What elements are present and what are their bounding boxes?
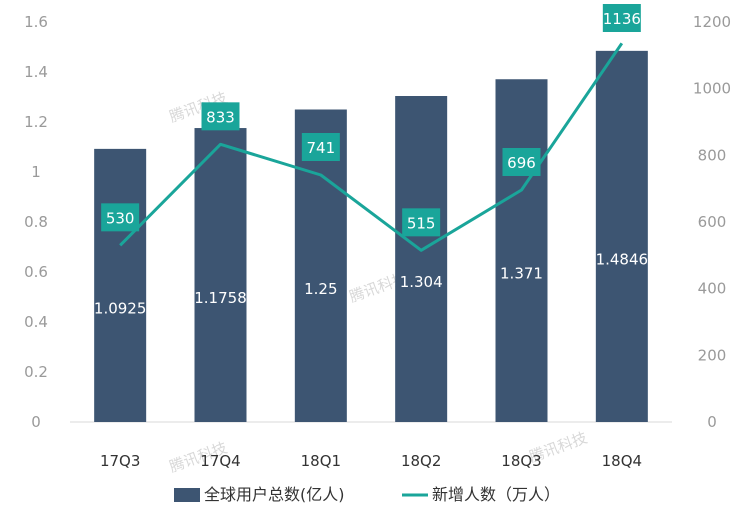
right-tick-label: 1200 — [693, 13, 731, 31]
line-data-label: 515 — [407, 214, 436, 232]
right-tick-label: 800 — [698, 146, 727, 164]
legend-bar-swatch — [174, 488, 200, 502]
right-tick-label: 200 — [698, 346, 727, 364]
left-axis: 0 0.2 0.4 0.6 0.8 1 1.2 1.4 1.6 — [24, 13, 48, 431]
x-axis: 17Q3 17Q4 18Q1 18Q2 18Q3 18Q4 — [100, 452, 642, 470]
bar-data-label: 1.1758 — [194, 289, 247, 307]
legend-line-label: 新增人数（万人） — [432, 485, 560, 504]
bar-data-label: 1.371 — [500, 265, 543, 283]
left-tick-label: 0.8 — [24, 213, 48, 231]
left-tick-label: 0.4 — [24, 313, 48, 331]
bar-18Q3 — [495, 79, 548, 422]
left-tick-label: 0.6 — [24, 263, 48, 281]
legend: 全球用户总数(亿人) 新增人数（万人） — [174, 485, 560, 504]
left-tick-label: 1.4 — [24, 63, 48, 81]
line-label-box — [301, 133, 340, 161]
line-data-label: 530 — [106, 209, 135, 227]
right-tick-label: 400 — [698, 280, 727, 298]
x-tick-label: 18Q3 — [501, 452, 541, 470]
bar-data-labels: 1.0925 1.1758 1.25 1.304 1.371 1.4846 — [94, 250, 648, 317]
left-tick-label: 1.2 — [24, 113, 48, 131]
line-label-box — [502, 148, 541, 176]
line-label-box — [101, 203, 140, 232]
line-data-labels: 530 833 741 515 696 1136 — [101, 4, 641, 237]
bar-data-label: 1.304 — [400, 273, 443, 291]
right-tick-label: 1000 — [693, 80, 731, 98]
left-tick-label: 1 — [31, 163, 41, 181]
x-tick-label: 18Q2 — [401, 452, 441, 470]
bar-data-label: 1.25 — [304, 280, 337, 298]
x-tick-label: 17Q4 — [200, 452, 240, 470]
right-tick-label: 0 — [707, 413, 717, 431]
bar-18Q2 — [395, 96, 448, 422]
bar-data-label: 1.0925 — [94, 299, 147, 317]
bar-data-label: 1.4846 — [596, 250, 649, 268]
bars-series — [94, 50, 648, 423]
line-label-box — [402, 208, 441, 237]
bar-17Q4 — [194, 128, 247, 423]
line-label-box — [602, 4, 641, 32]
bar-17Q3 — [94, 148, 147, 422]
legend-bar-label: 全球用户总数(亿人) — [204, 485, 345, 504]
right-axis: 0 200 400 600 800 1000 1200 — [693, 13, 731, 431]
bar-18Q1 — [294, 109, 347, 422]
line-data-label: 1136 — [603, 10, 641, 28]
x-tick-label: 18Q1 — [301, 452, 341, 470]
left-tick-label: 0.2 — [24, 363, 48, 381]
x-tick-label: 18Q4 — [602, 452, 642, 470]
line-data-label: 833 — [206, 108, 235, 126]
line-label-box — [201, 102, 240, 131]
bar-18Q4 — [595, 50, 648, 422]
left-tick-label: 0 — [31, 413, 41, 431]
x-tick-label: 17Q3 — [100, 452, 140, 470]
line-data-label: 741 — [307, 139, 336, 157]
left-tick-label: 1.6 — [24, 13, 48, 31]
right-tick-label: 600 — [698, 213, 727, 231]
line-data-label: 696 — [507, 154, 536, 172]
